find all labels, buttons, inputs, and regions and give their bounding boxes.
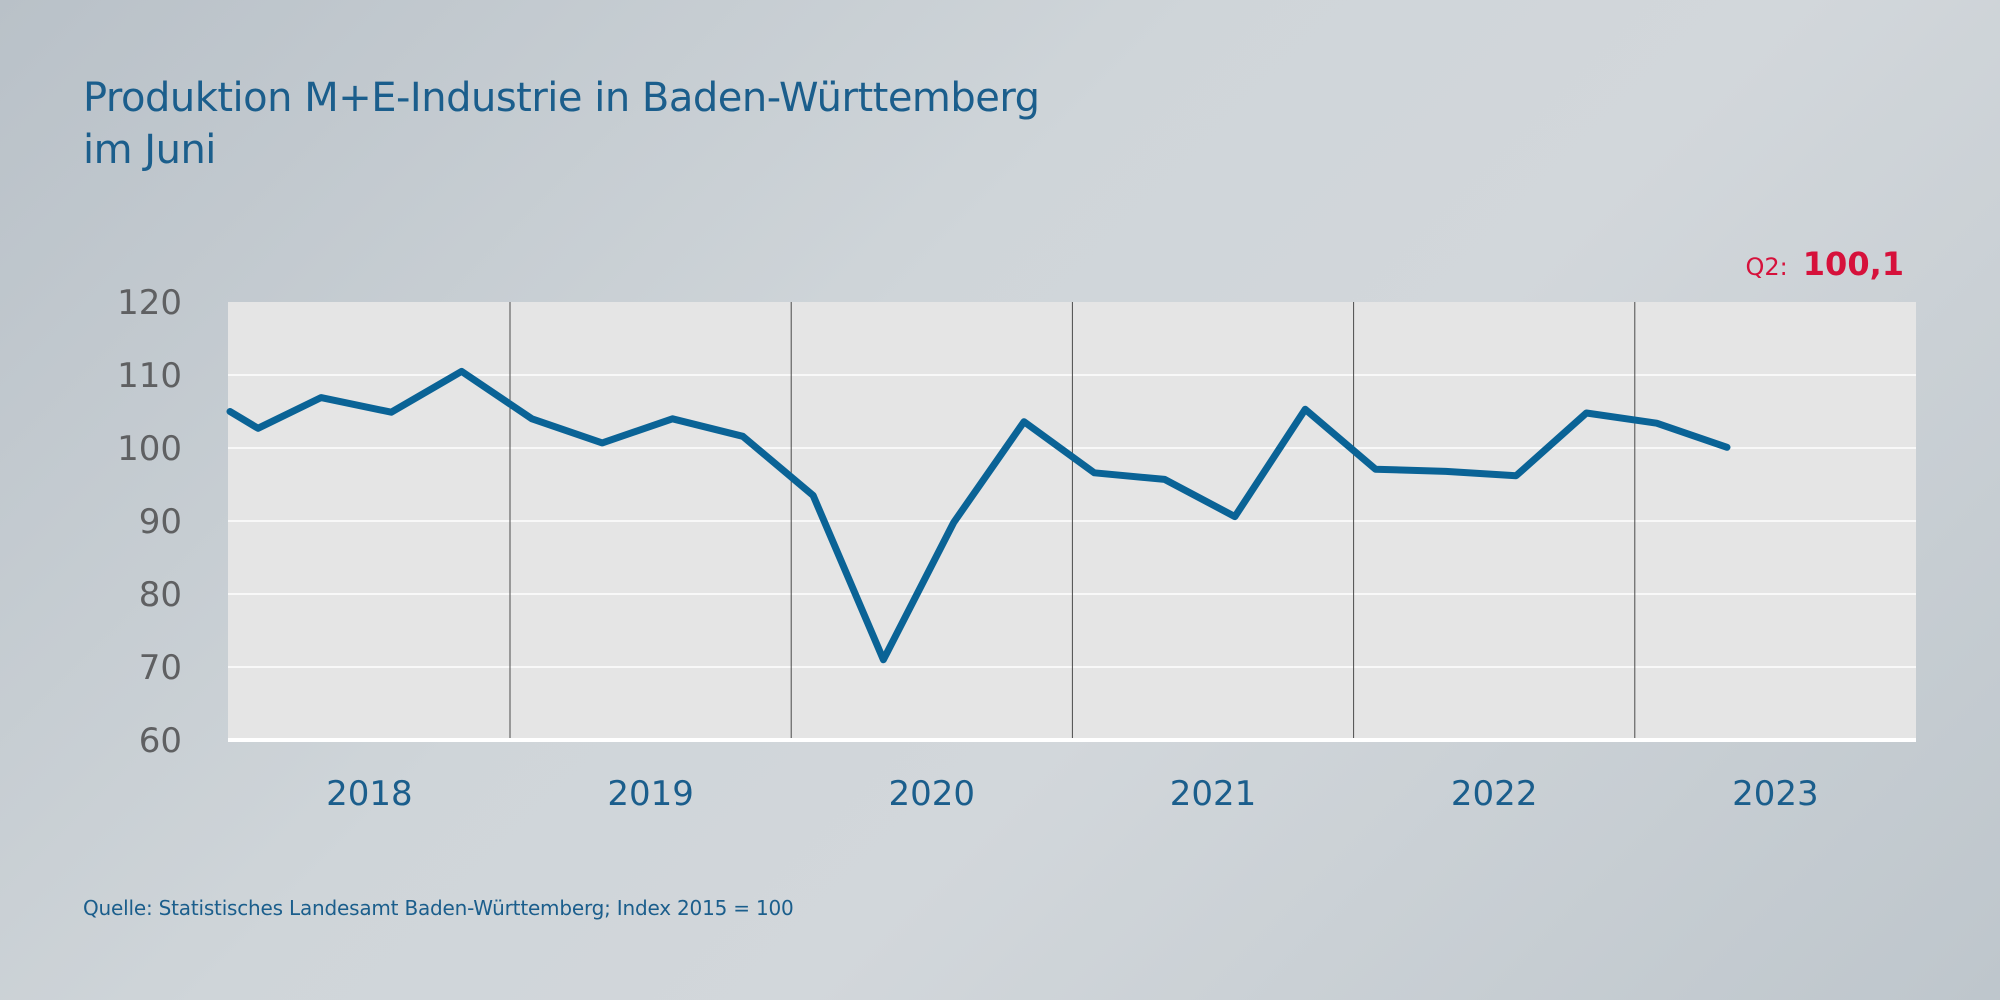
y-tick-label: 90 xyxy=(139,502,182,542)
y-tick-label: 110 xyxy=(117,356,182,396)
y-axis-tick-labels: 60 70 80 90 100 110 120 xyxy=(117,283,182,761)
chart-title-line1: Produktion M+E-Industrie in Baden-Württe… xyxy=(83,75,1040,121)
x-axis-year-labels: 2018 2019 2020 2021 2022 2023 xyxy=(326,774,1819,814)
last-value-annotation: Q2: 100,1 xyxy=(1745,245,1904,283)
annotation-prefix: Q2: xyxy=(1745,253,1787,281)
y-tick-label: 100 xyxy=(117,429,182,469)
series-line xyxy=(226,367,1731,664)
y-tick-label: 80 xyxy=(139,575,182,615)
x-tick-label: 2018 xyxy=(326,774,413,814)
y-tick-label: 70 xyxy=(139,648,182,688)
chart-title-line2: im Juni xyxy=(83,127,216,173)
x-tick-label: 2019 xyxy=(607,774,694,814)
x-tick-label: 2021 xyxy=(1170,774,1257,814)
y-tick-label: 120 xyxy=(117,283,182,323)
source-note: Quelle: Statistisches Landesamt Baden-Wü… xyxy=(83,896,794,920)
annotation-value: 100,1 xyxy=(1803,245,1904,283)
y-tick-label: 60 xyxy=(139,721,182,761)
x-tick-label: 2023 xyxy=(1732,774,1819,814)
x-tick-label: 2020 xyxy=(889,774,976,814)
x-tick-label: 2022 xyxy=(1451,774,1538,814)
chart-title: Produktion M+E-Industrie in Baden-Württe… xyxy=(83,72,1040,176)
year-dividers xyxy=(509,302,1636,740)
